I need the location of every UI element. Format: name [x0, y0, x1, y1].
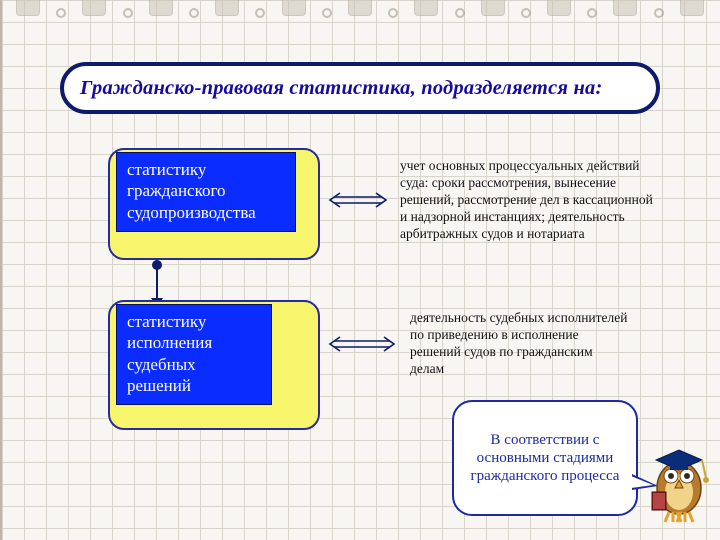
- category-label-1: статистику гражданского судопроизводства: [116, 152, 296, 232]
- category-label-2: статистику исполнения судебных решений: [116, 304, 272, 405]
- category-desc-2: деятельность судебных исполнителей по пр…: [410, 310, 630, 378]
- speech-bubble-text: В соответствии с основными стадиями граж…: [466, 431, 624, 485]
- slide-canvas: Гражданско-правовая статистика, подразде…: [0, 0, 720, 540]
- double-arrow-icon: [326, 192, 390, 208]
- title-text: Гражданско-правовая статистика, подразде…: [80, 77, 603, 100]
- category-desc-1: учет основных процессуальных действий су…: [400, 158, 658, 242]
- double-arrow-icon: [326, 336, 398, 352]
- vertical-connector: [156, 260, 158, 300]
- owl-graduate-icon: [646, 432, 712, 532]
- title-banner: Гражданско-правовая статистика, подразде…: [60, 62, 660, 114]
- speech-bubble: В соответствии с основными стадиями граж…: [452, 400, 638, 516]
- binding-strip: [0, 0, 720, 34]
